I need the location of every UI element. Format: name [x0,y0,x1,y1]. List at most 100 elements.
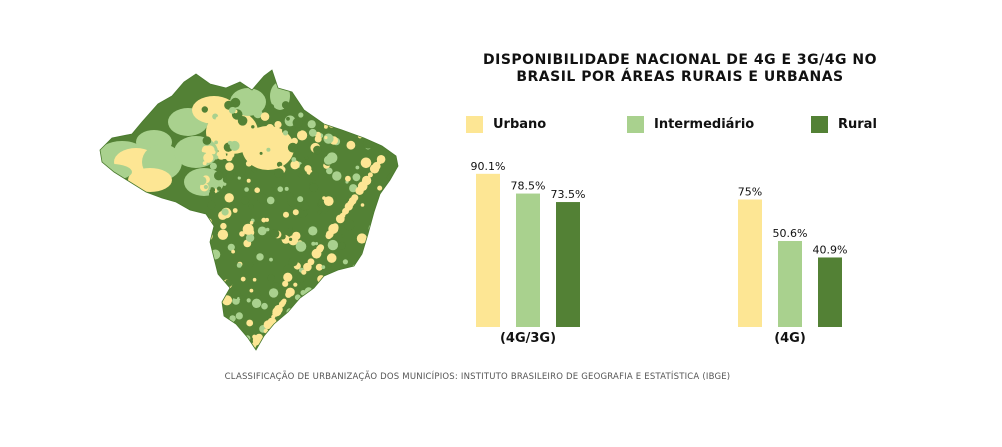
bar-rural-group-1 [556,202,580,327]
map-municipality [289,237,293,241]
map-municipality-coastal [344,202,353,211]
map-municipality [296,273,307,283]
map-municipality [242,223,254,235]
legend-label-rural: Rural [838,117,877,132]
map-municipality [269,104,275,110]
legend-swatch-rural [811,116,828,133]
bar-intermediario-group-1 [516,193,540,327]
map-municipality [246,178,251,183]
category-label-group-1: (4G/3G) [500,331,556,346]
map-municipality [197,176,207,185]
map-municipality [202,136,212,145]
map-municipality [231,136,237,143]
map-municipality [270,229,280,239]
map-municipality [332,171,342,181]
map-municipality [267,274,275,282]
map-municipality [261,302,268,310]
map-municipality [237,116,248,126]
map-municipality [317,210,322,215]
map-municipality [324,136,328,140]
bar-urbano-group-2 [738,199,762,327]
map-municipality [254,187,260,193]
map-municipality [235,312,243,320]
map-municipality [377,185,383,191]
data-label-intermediario-group-2: 50.6% [773,227,808,240]
map-municipality [291,157,297,162]
map-municipality-coastal [367,172,373,178]
map-municipality-coastal [263,320,273,330]
map-municipality [278,147,285,154]
map-municipality [251,288,261,299]
map-municipality [215,127,220,132]
map-municipality [282,130,289,136]
map-municipality [224,193,234,203]
map-municipality [257,193,268,204]
map-municipality [287,142,298,153]
map-municipality-coastal [317,244,325,252]
map-municipality [337,241,346,250]
map-municipality [266,196,275,205]
legend-swatch-urbano [466,116,483,133]
map-municipality [261,217,267,223]
bar-intermediario-group-2 [778,240,802,327]
map-municipality [245,160,252,167]
map-municipality [356,233,367,244]
map-municipality [274,168,284,178]
map-municipality [255,246,260,251]
map-municipality [231,290,241,299]
map-municipality [231,249,236,254]
map-municipality [253,109,263,119]
map-municipality-coastal [328,226,337,235]
map-municipality [269,257,273,262]
map-municipality-coastal [280,299,287,306]
map-municipality [281,101,290,109]
map-municipality-coastal [293,282,298,287]
map-municipality-coastal [271,314,276,319]
source-caption: CLASSIFICAÇÃO DE URBANIZAÇÃO DOS MUNICÍP… [224,372,731,382]
map-municipality [246,319,254,327]
map-municipality [345,175,351,182]
map-municipality [203,184,208,190]
map-municipality [283,264,294,275]
map-municipality [290,160,300,170]
map-municipality [313,145,322,155]
map-municipality-coastal [307,258,315,266]
map-municipality [295,241,307,252]
map-municipality [225,172,235,181]
map-municipality-coastal [369,164,380,174]
map-municipality [277,186,284,192]
map-municipality-coastal [252,335,262,345]
map-municipality [214,140,218,145]
map-municipality [346,140,356,150]
map-municipality [323,155,334,165]
map-municipality [260,112,270,121]
legend-label-urbano: Urbano [493,117,547,132]
map-municipality [249,220,254,225]
data-label-urbano-group-2: 75% [738,186,762,199]
map-municipality [344,219,355,231]
map-municipality [225,162,234,171]
map-municipality [244,187,249,192]
map-municipality [297,130,308,141]
map-municipality [355,165,360,170]
map-municipality [209,162,217,170]
bar-urbano-group-1 [476,173,500,327]
map-municipality-coastal [325,232,332,240]
map-municipality [265,124,275,133]
map-municipality [284,186,289,191]
map-municipality-coastal [301,269,307,275]
map-municipality [265,217,269,222]
map-municipality [248,203,254,210]
category-label-group-2: (4G) [774,331,806,346]
brazil-urbanization-map-icon [99,69,399,351]
map-municipality-coastal [273,306,283,315]
map-municipality [283,211,289,218]
map-municipality-coastal [348,197,357,205]
map-municipality [202,161,207,166]
map-municipality [315,263,323,271]
chart-title-line-1: DISPONIBILIDADE NACIONAL DE 4G E 3G/4G N… [483,52,877,68]
map-municipality [228,107,236,114]
map-municipality [214,171,224,181]
map-municipality [229,140,240,151]
